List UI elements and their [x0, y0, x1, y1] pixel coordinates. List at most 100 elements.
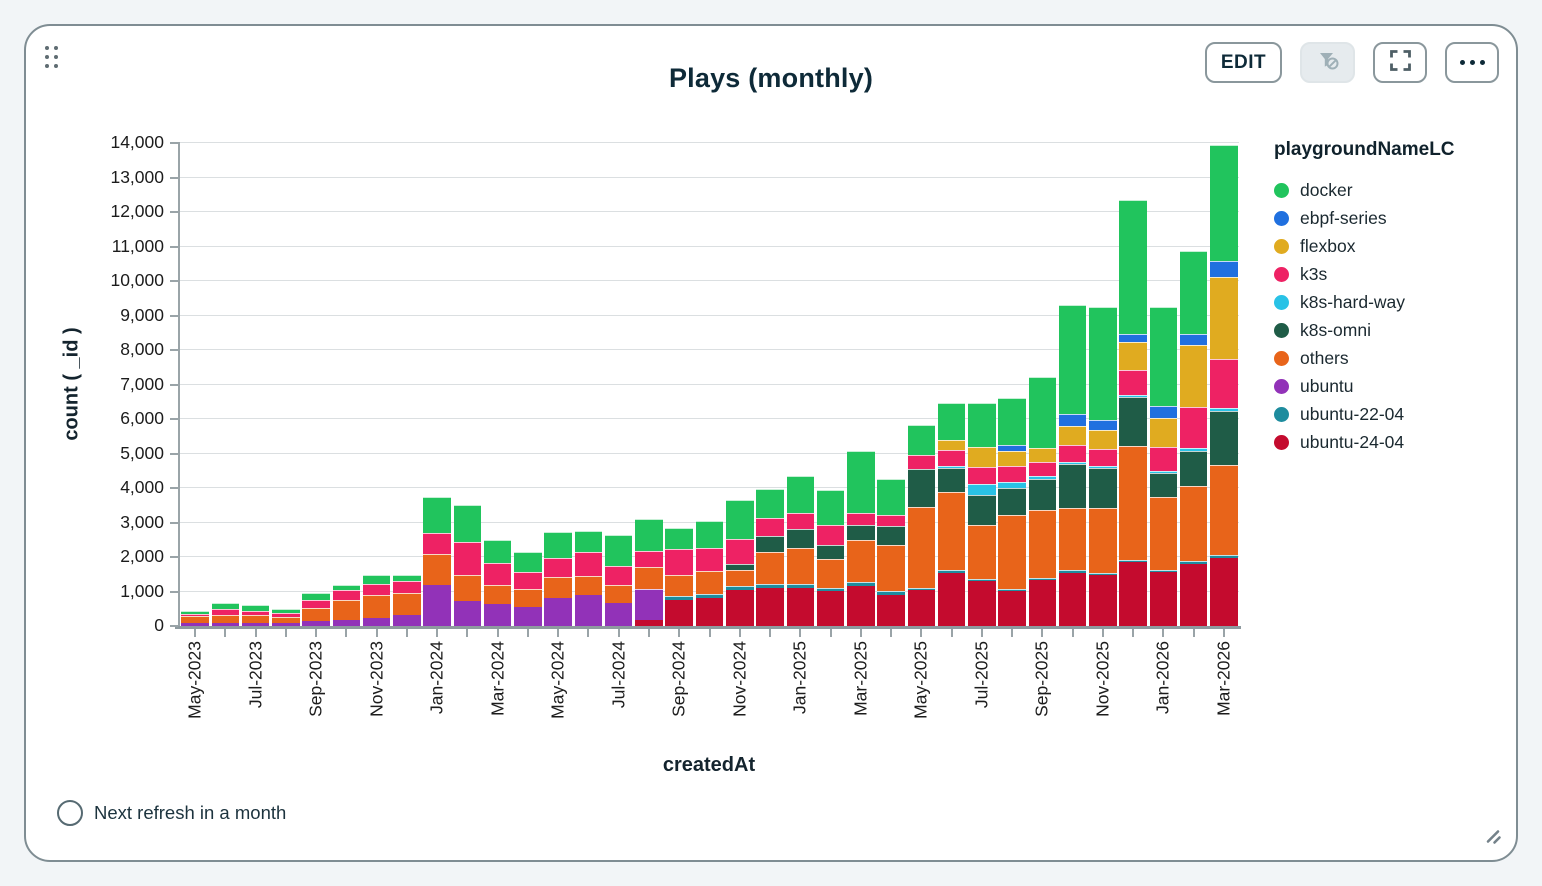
- segment-docker[interactable]: [514, 552, 542, 572]
- segment-docker[interactable]: [847, 451, 875, 513]
- bar-Sep-2023[interactable]: [302, 593, 330, 626]
- segment-k8s-hard-way[interactable]: [968, 483, 996, 496]
- bar-Jan-2026[interactable]: [1149, 307, 1178, 626]
- segment-k8s-omni[interactable]: [1210, 411, 1238, 466]
- segment-ebpf-series[interactable]: [1119, 333, 1147, 342]
- bar-Sep-2025[interactable]: [1028, 376, 1057, 626]
- segment-others[interactable]: [695, 571, 724, 594]
- segment-ubuntu[interactable]: [272, 623, 300, 626]
- segment-ubuntu-22-04[interactable]: [998, 589, 1026, 592]
- segment-flexbox[interactable]: [1210, 276, 1238, 359]
- segment-ubuntu-24-04[interactable]: [816, 591, 845, 626]
- segment-k8s-omni[interactable]: [756, 536, 784, 552]
- segment-ubuntu-22-04[interactable]: [1119, 559, 1147, 562]
- segment-docker[interactable]: [544, 532, 572, 558]
- segment-k3s[interactable]: [332, 590, 361, 601]
- segment-flexbox[interactable]: [1149, 417, 1178, 447]
- segment-k8s-omni[interactable]: [1179, 450, 1208, 487]
- segment-others[interactable]: [1119, 446, 1147, 560]
- segment-k3s[interactable]: [877, 515, 905, 526]
- segment-docker[interactable]: [1179, 251, 1208, 334]
- segment-k3s[interactable]: [635, 551, 663, 567]
- segment-ubuntu-24-04[interactable]: [907, 590, 936, 626]
- segment-others[interactable]: [907, 506, 936, 588]
- drag-handle-icon[interactable]: [45, 46, 58, 68]
- segment-ubuntu-22-04[interactable]: [1179, 561, 1208, 564]
- segment-others[interactable]: [332, 600, 361, 621]
- segment-k8s-omni[interactable]: [847, 525, 875, 541]
- segment-others[interactable]: [1089, 507, 1117, 573]
- segment-others[interactable]: [847, 540, 875, 582]
- segment-ubuntu-24-04[interactable]: [1089, 574, 1117, 626]
- bar-Nov-2025[interactable]: [1089, 306, 1117, 626]
- bar-Jul-2023[interactable]: [241, 605, 270, 626]
- segment-k8s-omni[interactable]: [937, 467, 966, 492]
- segment-docker[interactable]: [574, 530, 603, 552]
- segment-k8s-omni[interactable]: [726, 563, 754, 571]
- bar-Nov-2024[interactable]: [726, 500, 754, 626]
- segment-docker[interactable]: [604, 534, 633, 566]
- segment-flexbox[interactable]: [1089, 429, 1117, 449]
- segment-k3s[interactable]: [181, 613, 209, 617]
- segment-others[interactable]: [877, 545, 905, 592]
- segment-ubuntu-22-04[interactable]: [695, 593, 724, 598]
- bar-Dec-2023[interactable]: [393, 575, 421, 626]
- segment-docker[interactable]: [1089, 306, 1117, 420]
- segment-ubuntu[interactable]: [302, 621, 330, 626]
- segment-others[interactable]: [1149, 497, 1178, 570]
- segment-k8s-omni[interactable]: [877, 525, 905, 546]
- segment-ebpf-series[interactable]: [1179, 333, 1208, 346]
- segment-k3s[interactable]: [1058, 445, 1087, 462]
- segment-ebpf-series[interactable]: [1089, 419, 1117, 430]
- segment-others[interactable]: [483, 585, 512, 604]
- segment-k8s-hard-way[interactable]: [1089, 465, 1117, 468]
- segment-others[interactable]: [968, 525, 996, 579]
- segment-ubuntu-22-04[interactable]: [937, 570, 966, 573]
- bar-Jun-2025[interactable]: [937, 402, 966, 626]
- segment-ubuntu-24-04[interactable]: [998, 591, 1026, 626]
- segment-k3s[interactable]: [544, 558, 572, 577]
- bar-Mar-2024[interactable]: [483, 540, 512, 626]
- segment-docker[interactable]: [241, 605, 270, 612]
- segment-ubuntu-24-04[interactable]: [1058, 572, 1087, 626]
- segment-others[interactable]: [604, 584, 633, 603]
- bar-Feb-2026[interactable]: [1179, 251, 1208, 626]
- bar-Sep-2024[interactable]: [665, 528, 693, 626]
- segment-others[interactable]: [1058, 507, 1087, 571]
- segment-docker[interactable]: [635, 519, 663, 552]
- segment-docker[interactable]: [1149, 307, 1178, 407]
- segment-k3s[interactable]: [1028, 461, 1057, 476]
- segment-others[interactable]: [937, 491, 966, 571]
- segment-k3s[interactable]: [483, 562, 512, 586]
- segment-ubuntu[interactable]: [393, 614, 421, 626]
- bar-Mar-2026[interactable]: [1210, 145, 1238, 626]
- segment-ubuntu-24-04[interactable]: [1179, 563, 1208, 626]
- bar-Oct-2024[interactable]: [695, 521, 724, 626]
- segment-ubuntu-24-04[interactable]: [726, 590, 754, 626]
- segment-others[interactable]: [241, 615, 270, 623]
- segment-docker[interactable]: [756, 488, 784, 518]
- segment-others[interactable]: [786, 547, 815, 584]
- segment-k8s-hard-way[interactable]: [937, 466, 966, 468]
- segment-ubuntu-22-04[interactable]: [1058, 570, 1087, 573]
- segment-k3s[interactable]: [665, 549, 693, 576]
- segment-ubuntu-24-04[interactable]: [1149, 571, 1178, 626]
- segment-others[interactable]: [423, 553, 451, 585]
- segment-ubuntu[interactable]: [211, 622, 240, 626]
- segment-ubuntu-22-04[interactable]: [1149, 569, 1178, 572]
- bar-Jan-2025[interactable]: [786, 476, 815, 626]
- bar-Apr-2025[interactable]: [877, 479, 905, 626]
- segment-ubuntu[interactable]: [483, 603, 512, 626]
- segment-ubuntu-24-04[interactable]: [937, 572, 966, 626]
- segment-k3s[interactable]: [423, 532, 451, 554]
- segment-docker[interactable]: [1028, 376, 1057, 448]
- segment-k8s-hard-way[interactable]: [1179, 448, 1208, 451]
- segment-ubuntu[interactable]: [635, 589, 663, 621]
- segment-others[interactable]: [514, 589, 542, 607]
- segment-docker[interactable]: [362, 574, 391, 584]
- segment-docker[interactable]: [998, 397, 1026, 445]
- bar-Feb-2024[interactable]: [453, 505, 482, 626]
- segment-docker[interactable]: [302, 593, 330, 601]
- segment-k3s[interactable]: [241, 611, 270, 616]
- segment-ubuntu[interactable]: [362, 618, 391, 626]
